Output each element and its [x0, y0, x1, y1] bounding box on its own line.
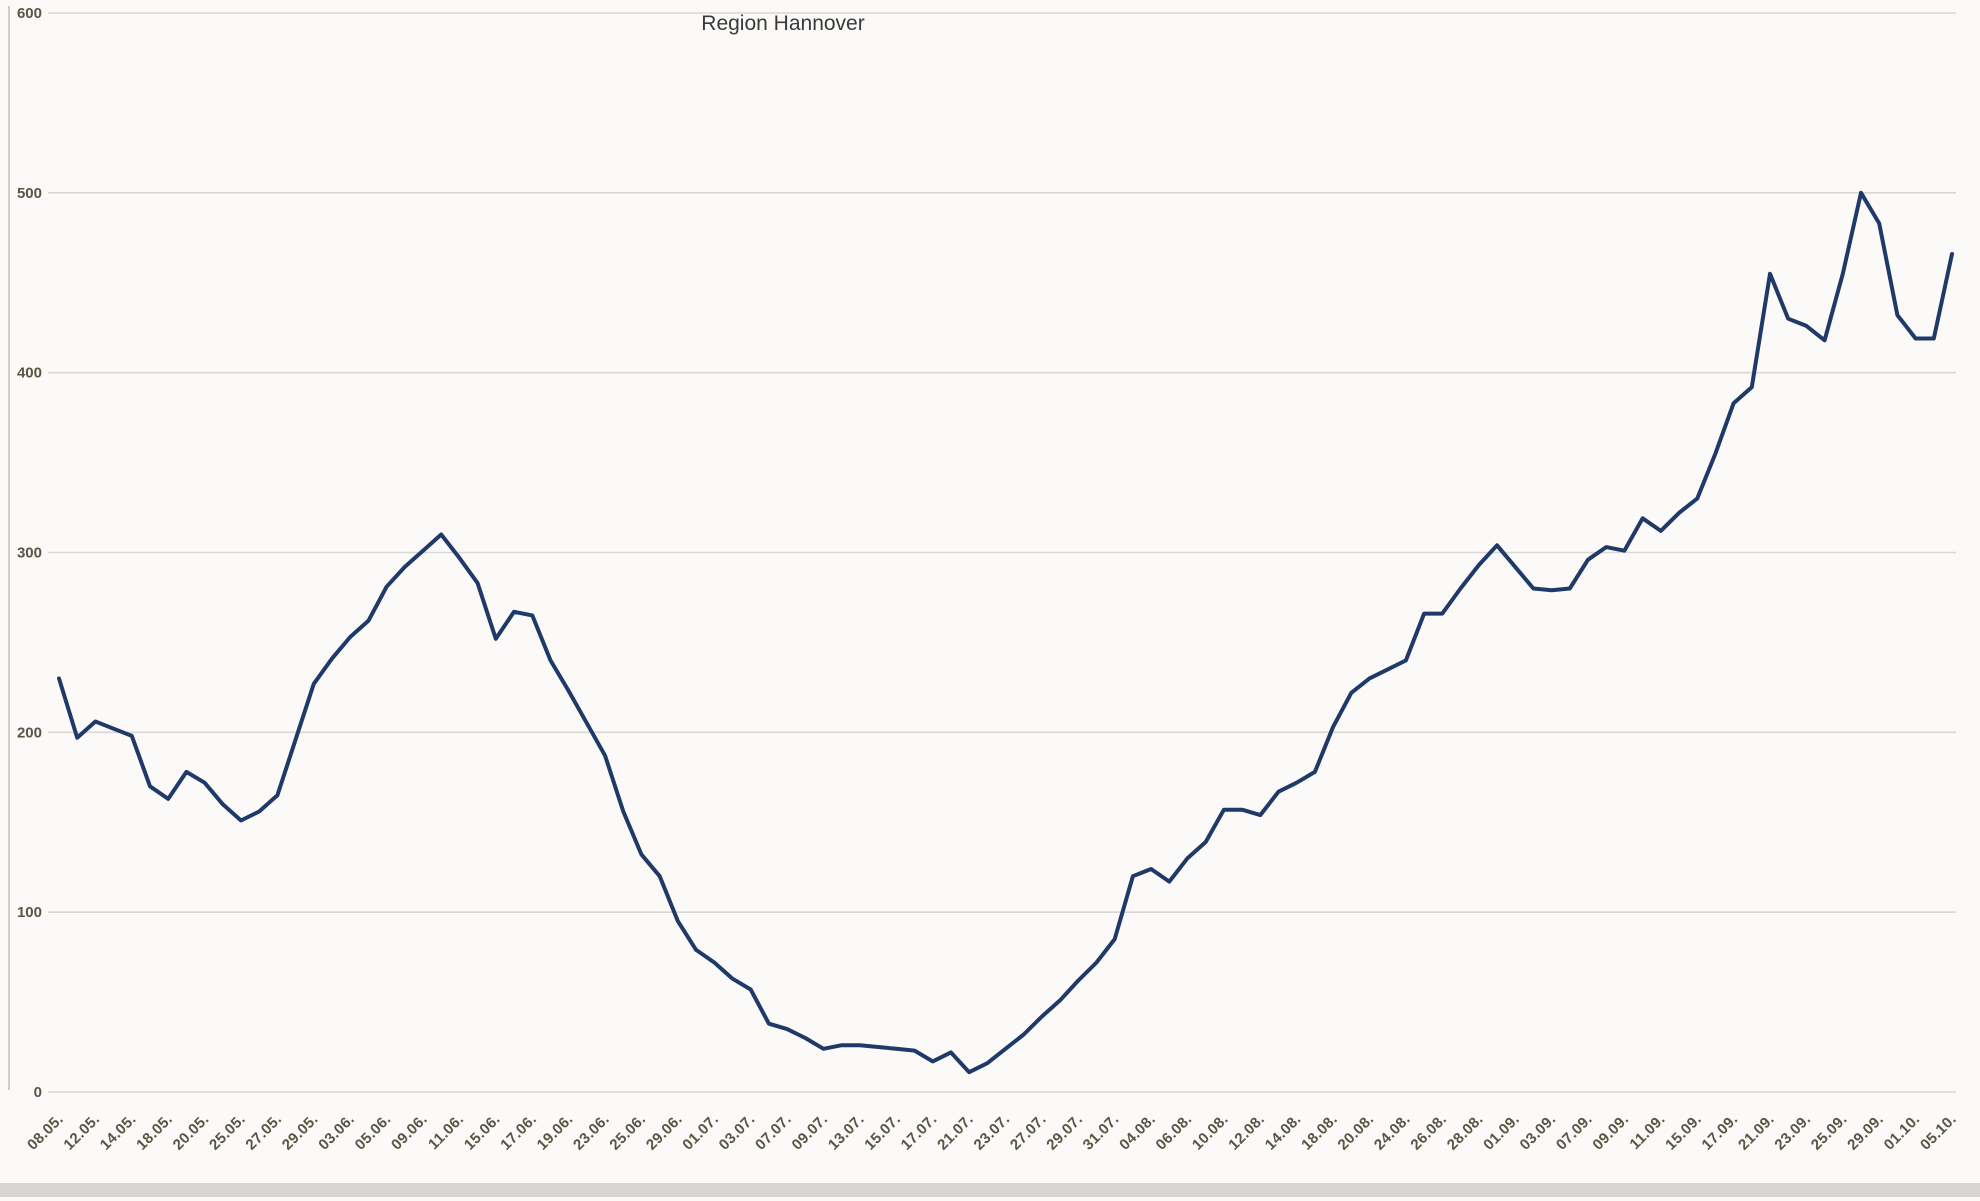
x-tick-label-27-05-: 27.05. [242, 1111, 285, 1154]
x-tick-label-23-07-: 23.07. [971, 1111, 1014, 1154]
x-tick-label-31-07-: 31.07. [1080, 1111, 1123, 1154]
x-tick-label-12-05-: 12.05. [60, 1111, 103, 1154]
x-tick-label-15-06-: 15.06. [461, 1111, 504, 1154]
y-tick-label-300: 300 [17, 545, 42, 562]
x-tick-label-18-08-: 18.08. [1298, 1111, 1341, 1154]
x-tick-label-06-08-: 06.08. [1153, 1111, 1196, 1154]
x-tick-label-03-06-: 03.06. [315, 1111, 358, 1154]
x-tick-label-01-07-: 01.07. [679, 1111, 722, 1154]
x-tick-label-17-07-: 17.07. [898, 1111, 941, 1154]
x-tick-label-21-07-: 21.07. [934, 1111, 977, 1154]
x-tick-label-18-05-: 18.05. [133, 1111, 176, 1154]
x-tick-label-15-07-: 15.07. [861, 1111, 904, 1154]
x-tick-label-26-08-: 26.08. [1407, 1111, 1450, 1154]
x-tick-label-07-09-: 07.09. [1553, 1111, 1596, 1154]
x-tick-label-25-09-: 25.09. [1808, 1111, 1851, 1154]
plot-left-border [8, 6, 10, 1090]
x-tick-label-12-08-: 12.08. [1225, 1111, 1268, 1154]
y-tick-label-600: 600 [17, 5, 42, 22]
x-tick-label-29-09-: 29.09. [1844, 1111, 1887, 1154]
x-tick-label-20-08-: 20.08. [1335, 1111, 1378, 1154]
x-tick-label-29-07-: 29.07. [1043, 1111, 1086, 1154]
x-tick-label-23-06-: 23.06. [570, 1111, 613, 1154]
x-tick-label-14-05-: 14.05. [97, 1111, 140, 1154]
x-tick-label-01-09-: 01.09. [1480, 1111, 1523, 1154]
x-tick-label-17-09-: 17.09. [1699, 1111, 1742, 1154]
x-tick-label-01-10-: 01.10. [1881, 1111, 1924, 1154]
x-tick-label-29-06-: 29.06. [643, 1111, 686, 1154]
x-tick-label-07-07-: 07.07. [752, 1111, 795, 1154]
x-tick-label-08-05-: 08.05. [24, 1111, 67, 1154]
y-tick-label-400: 400 [17, 365, 42, 382]
x-tick-label-14-08-: 14.08. [1262, 1111, 1305, 1154]
x-tick-label-24-08-: 24.08. [1371, 1111, 1414, 1154]
x-tick-label-05-06-: 05.06. [352, 1111, 395, 1154]
x-tick-label-15-09-: 15.09. [1662, 1111, 1705, 1154]
x-tick-label-28-08-: 28.08. [1444, 1111, 1487, 1154]
y-tick-label-200: 200 [17, 724, 42, 741]
y-tick-label-100: 100 [17, 904, 42, 921]
x-tick-label-20-05-: 20.05. [170, 1111, 213, 1154]
x-tick-label-10-08-: 10.08. [1189, 1111, 1232, 1154]
y-tick-label-500: 500 [17, 185, 42, 202]
x-tick-label-03-07-: 03.07. [716, 1111, 759, 1154]
x-tick-label-17-06-: 17.06. [497, 1111, 540, 1154]
x-tick-label-09-07-: 09.07. [789, 1111, 832, 1154]
x-tick-label-13-07-: 13.07. [825, 1111, 868, 1154]
bottom-taskbar-strip [0, 1183, 1980, 1197]
x-tick-label-27-07-: 27.07. [1007, 1111, 1050, 1154]
y-tick-label-0: 0 [34, 1084, 42, 1101]
x-tick-label-25-06-: 25.06. [606, 1111, 649, 1154]
x-tick-label-11-06-: 11.06. [425, 1111, 467, 1153]
x-tick-label-03-09-: 03.09. [1517, 1111, 1560, 1154]
series-line-region-hannover [57, 190, 1954, 1075]
x-tick-label-23-09-: 23.09. [1771, 1111, 1814, 1154]
x-tick-label-25-05-: 25.05. [206, 1111, 249, 1154]
x-tick-label-09-09-: 09.09. [1589, 1111, 1632, 1154]
x-tick-label-11-09-: 11.09. [1626, 1111, 1668, 1153]
x-tick-label-04-08-: 04.08. [1116, 1111, 1159, 1154]
x-tick-label-09-06-: 09.06. [388, 1111, 431, 1154]
x-tick-label-21-09-: 21.09. [1735, 1111, 1778, 1154]
x-tick-label-29-05-: 29.05. [279, 1111, 322, 1154]
x-tick-label-19-06-: 19.06. [534, 1111, 577, 1154]
x-tick-label-05-10-: 05.10. [1917, 1111, 1960, 1154]
chart-title: Region Hannover [701, 12, 865, 35]
